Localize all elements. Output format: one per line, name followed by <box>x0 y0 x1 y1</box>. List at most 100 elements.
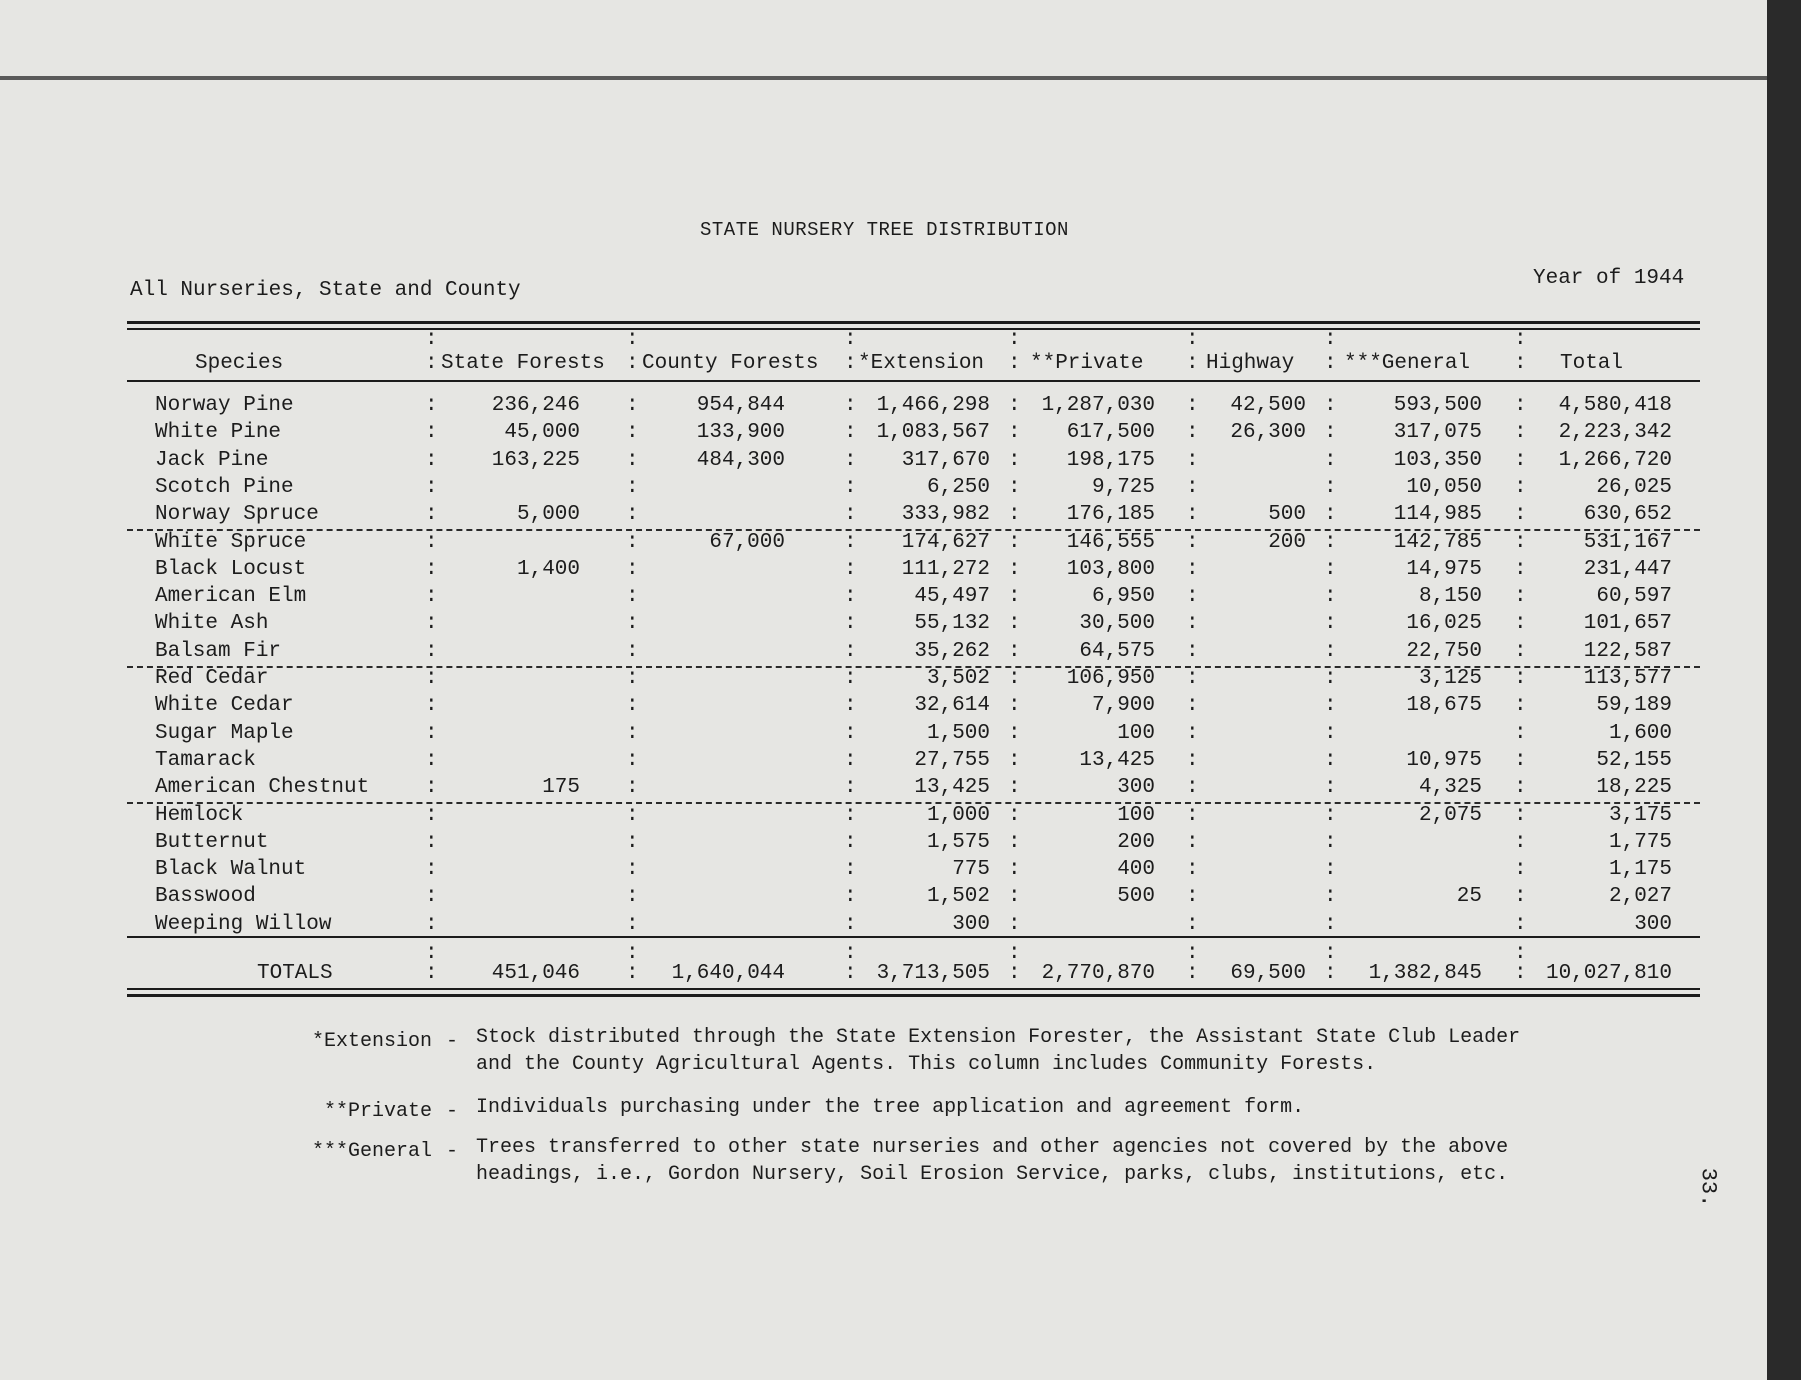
column-separator: : <box>425 942 438 965</box>
column-separator: : <box>1186 831 1199 854</box>
cell-extension: 111,272 <box>901 558 990 581</box>
cell-total: 1,775 <box>1608 831 1672 854</box>
footnote-text: Stock distributed through the State Exte… <box>476 1026 1521 1049</box>
column-separator: : <box>626 831 639 854</box>
cell-general: 114,985 <box>1393 503 1482 526</box>
cell-extension: 174,627 <box>901 531 990 554</box>
cell-total: 2,027 <box>1608 885 1672 908</box>
footnote-key: *Extension <box>311 1030 432 1053</box>
column-separator: : <box>626 394 639 417</box>
column-separator: : <box>425 913 438 936</box>
species-name: Red Cedar <box>155 667 269 690</box>
column-separator: : <box>844 328 857 351</box>
column-separator: : <box>1514 640 1527 663</box>
cell-state-forests: 175 <box>542 776 580 799</box>
column-header-private: **Private <box>1030 352 1144 375</box>
footnote-key: **Private <box>323 1100 432 1123</box>
column-separator: : <box>1186 531 1199 554</box>
column-separator: : <box>1186 503 1199 526</box>
column-separator: : <box>1324 962 1337 985</box>
cell-general: 16,025 <box>1406 612 1482 635</box>
header-rule <box>127 380 1700 382</box>
column-separator: : <box>425 858 438 881</box>
cell-highway: 500 <box>1268 503 1306 526</box>
column-separator: : <box>1324 328 1337 351</box>
species-name: Black Locust <box>155 558 307 581</box>
species-name: White Pine <box>155 421 282 444</box>
cell-general: 18,675 <box>1406 694 1482 717</box>
cell-general: 593,500 <box>1393 394 1482 417</box>
cell-total: 101,657 <box>1583 612 1672 635</box>
column-separator: : <box>844 585 857 608</box>
cell-extension: 317,670 <box>901 449 990 472</box>
column-separator: : <box>1514 776 1527 799</box>
column-separator: : <box>626 722 639 745</box>
document-subtitle: All Nurseries, State and County <box>130 279 521 302</box>
column-separator: : <box>1186 476 1199 499</box>
column-separator: : <box>1186 962 1199 985</box>
cell-total: 1,600 <box>1608 722 1672 745</box>
column-separator: : <box>844 449 857 472</box>
cell-extension: 13,425 <box>914 776 990 799</box>
column-separator: : <box>844 722 857 745</box>
column-separator: : <box>425 667 438 690</box>
column-separator: : <box>626 449 639 472</box>
column-separator: : <box>1324 776 1337 799</box>
table-top-rule <box>127 321 1700 324</box>
column-separator: : <box>626 585 639 608</box>
column-separator: : <box>425 749 438 772</box>
column-separator: : <box>844 612 857 635</box>
column-separator: : <box>1186 328 1199 351</box>
column-separator: : <box>844 694 857 717</box>
column-separator: : <box>1324 476 1337 499</box>
column-separator: : <box>1008 749 1021 772</box>
footnote-key: ***General <box>311 1140 432 1163</box>
column-separator: : <box>844 749 857 772</box>
column-separator: : <box>626 421 639 444</box>
column-separator: : <box>1514 749 1527 772</box>
cell-extension: 775 <box>952 858 990 881</box>
cell-general: 3,125 <box>1418 667 1482 690</box>
column-separator: : <box>1514 476 1527 499</box>
cell-state-forests: 1,400 <box>516 558 580 581</box>
column-separator: : <box>1186 640 1199 663</box>
cell-total: 1,266,720 <box>1558 449 1672 472</box>
column-separator: : <box>844 831 857 854</box>
group-divider <box>127 802 1700 804</box>
column-header-state-forests: State Forests <box>441 352 605 375</box>
group-divider <box>127 666 1700 668</box>
cell-extension: 55,132 <box>914 612 990 635</box>
column-separator: : <box>626 328 639 351</box>
species-name: Balsam Fir <box>155 640 282 663</box>
page-fold-line <box>0 76 1767 80</box>
cell-private: 100 <box>1117 722 1155 745</box>
table-top-rule-2 <box>127 328 1700 330</box>
column-separator: : <box>1008 885 1021 908</box>
column-separator: : <box>626 352 639 375</box>
group-divider <box>127 529 1700 531</box>
cell-state-forests: 236,246 <box>491 394 580 417</box>
column-separator: : <box>1514 612 1527 635</box>
cell-extension: 27,755 <box>914 749 990 772</box>
column-separator: : <box>844 421 857 444</box>
column-separator: : <box>1514 694 1527 717</box>
scan-edge <box>1767 0 1801 1380</box>
column-separator: : <box>626 804 639 827</box>
cell-private: 13,425 <box>1079 749 1155 772</box>
species-name: American Elm <box>155 585 307 608</box>
species-name: White Ash <box>155 612 269 635</box>
cell-private: 30,500 <box>1079 612 1155 635</box>
column-separator: : <box>1514 394 1527 417</box>
column-separator: : <box>1008 503 1021 526</box>
column-separator: : <box>626 749 639 772</box>
column-separator: : <box>1186 858 1199 881</box>
totals-label: TOTALS <box>257 962 333 985</box>
cell-private: 300 <box>1117 776 1155 799</box>
column-separator: : <box>1514 804 1527 827</box>
cell-private: 500 <box>1117 885 1155 908</box>
body-bottom-rule <box>127 936 1700 938</box>
cell-private: 106,950 <box>1066 667 1155 690</box>
column-separator: : <box>1186 913 1199 936</box>
species-name: Butternut <box>155 831 269 854</box>
column-separator: : <box>626 913 639 936</box>
